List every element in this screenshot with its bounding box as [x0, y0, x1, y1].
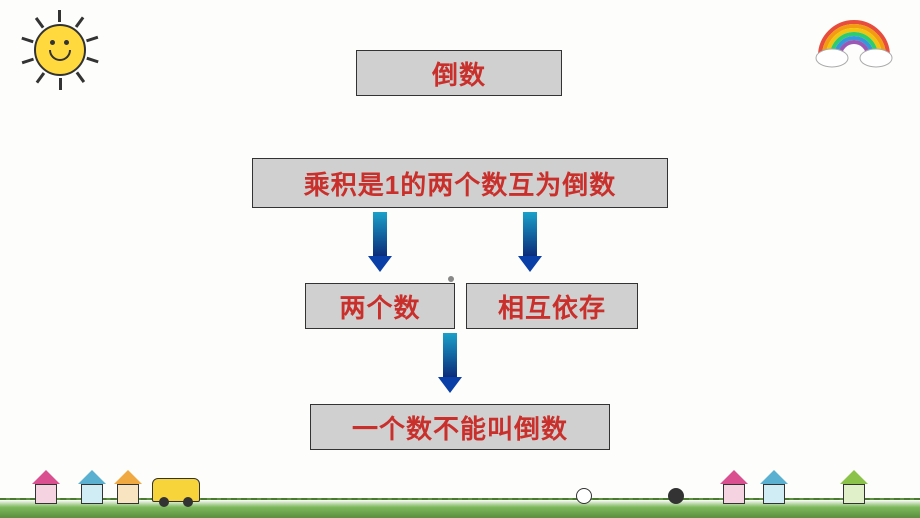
flow-arrow [438, 333, 462, 393]
house-icon [760, 470, 788, 504]
house-icon [114, 470, 142, 504]
bus-icon [152, 478, 200, 502]
node-title-text: 倒数 [432, 55, 486, 92]
flow-arrow [368, 212, 392, 272]
house-icon [720, 470, 748, 504]
sun-icon [22, 12, 98, 88]
center-dot [448, 276, 454, 282]
ball-icon [668, 488, 684, 504]
ball-icon [576, 488, 592, 504]
footer-scene [0, 470, 920, 518]
node-title: 倒数 [356, 50, 562, 96]
node-two-numbers: 两个数 [305, 283, 455, 329]
house-icon [840, 470, 868, 504]
house-icon [78, 470, 106, 504]
node-conclusion: 一个数不能叫倒数 [310, 404, 610, 450]
flow-arrow [518, 212, 542, 272]
node-two-numbers-text: 两个数 [339, 288, 420, 325]
node-conclusion-text: 一个数不能叫倒数 [352, 409, 568, 446]
node-definition: 乘积是1的两个数互为倒数 [252, 158, 668, 208]
node-mutual: 相互依存 [466, 283, 638, 329]
node-definition-text: 乘积是1的两个数互为倒数 [304, 165, 616, 202]
house-icon [32, 470, 60, 504]
node-mutual-text: 相互依存 [498, 288, 606, 325]
rainbow-icon [812, 16, 896, 72]
